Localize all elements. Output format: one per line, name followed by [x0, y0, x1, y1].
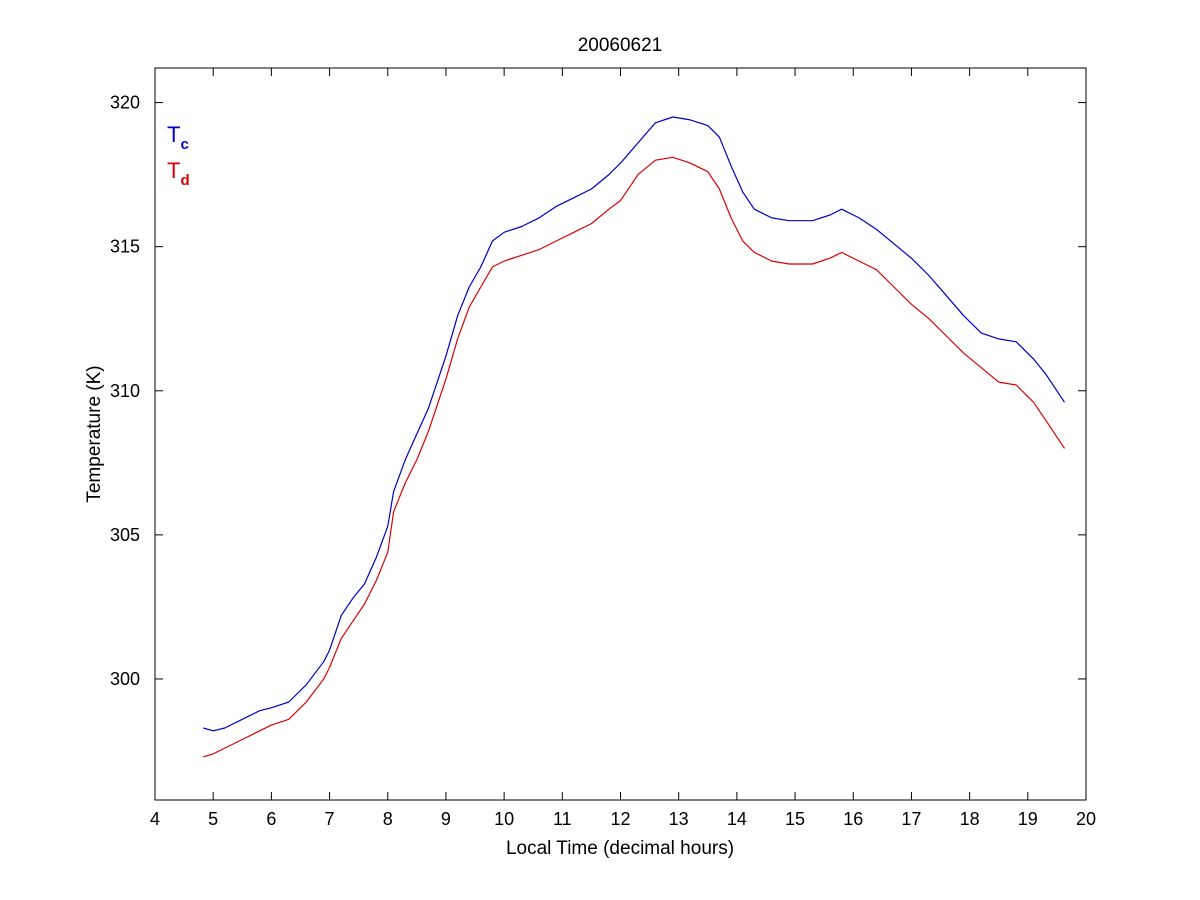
x-tick-label: 4	[150, 809, 160, 829]
x-tick-label: 19	[1018, 809, 1038, 829]
legend-td-sub: d	[180, 172, 189, 189]
legend-tc-base: T	[167, 122, 180, 147]
y-tick-label: 305	[110, 525, 140, 545]
plot-area	[154, 67, 1087, 801]
x-tick-label: 11	[553, 809, 572, 829]
x-tick-label: 6	[266, 809, 276, 829]
y-tick-label: 315	[110, 237, 140, 257]
y-axis-label: Temperature (K)	[84, 365, 105, 502]
chart-title: 20060621	[578, 35, 663, 56]
legend-tc-sub: c	[180, 136, 188, 153]
x-tick-label: 18	[960, 809, 980, 829]
y-tick-label: 300	[110, 669, 140, 689]
x-axis-label: Local Time (decimal hours)	[506, 838, 734, 859]
x-tick-label: 7	[325, 809, 335, 829]
legend: Tc Td	[167, 122, 190, 189]
x-tick-label: 13	[669, 809, 689, 829]
legend-entry-td: Td	[167, 158, 190, 189]
x-tick-label: 12	[610, 809, 630, 829]
x-tick-label: 14	[727, 809, 747, 829]
x-tick-label: 16	[843, 809, 863, 829]
x-tick-label: 15	[785, 809, 805, 829]
legend-entry-tc: Tc	[167, 122, 189, 153]
axis-ticks: 4 5 6 7 8 9 10 11 12 13 14 15 16 17 18 19 20 300 305 310 315…	[110, 68, 1096, 829]
y-tick-label: 320	[110, 93, 140, 113]
series-lines	[203, 116, 1066, 758]
series-line-tc	[203, 116, 1066, 732]
x-tick-label: 8	[383, 809, 393, 829]
x-tick-label: 10	[494, 809, 514, 829]
x-tick-label: 17	[901, 809, 921, 829]
y-tick-label: 310	[110, 381, 140, 401]
x-tick-label: 20	[1076, 809, 1096, 829]
series-line-td	[203, 156, 1066, 758]
x-tick-label: 9	[441, 809, 451, 829]
x-tick-label: 5	[208, 809, 218, 829]
legend-td-base: T	[167, 158, 180, 183]
